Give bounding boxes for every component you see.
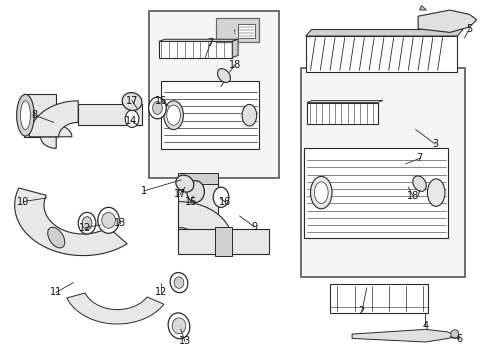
- Text: 16: 16: [155, 96, 167, 106]
- Bar: [161, 81, 259, 149]
- Polygon shape: [41, 125, 72, 148]
- Polygon shape: [306, 100, 382, 103]
- Text: 18: 18: [228, 60, 241, 70]
- Text: 10: 10: [17, 197, 30, 207]
- Polygon shape: [305, 30, 462, 36]
- Text: 4: 4: [422, 321, 427, 331]
- Ellipse shape: [450, 330, 458, 338]
- Ellipse shape: [213, 187, 228, 207]
- Text: 2: 2: [358, 306, 364, 316]
- Ellipse shape: [166, 105, 180, 125]
- Ellipse shape: [102, 212, 115, 228]
- Bar: [24, 94, 56, 137]
- Polygon shape: [67, 293, 163, 324]
- Ellipse shape: [174, 277, 183, 288]
- Bar: [149, 11, 278, 178]
- Bar: [178, 180, 217, 241]
- Text: 17: 17: [173, 189, 186, 199]
- Ellipse shape: [20, 101, 30, 130]
- Ellipse shape: [427, 179, 444, 206]
- Ellipse shape: [242, 104, 256, 126]
- Ellipse shape: [152, 102, 162, 114]
- Polygon shape: [351, 329, 459, 342]
- Bar: [304, 148, 447, 238]
- Ellipse shape: [17, 94, 34, 136]
- Text: 13: 13: [178, 336, 191, 346]
- Ellipse shape: [310, 176, 331, 209]
- Text: 8: 8: [31, 110, 37, 120]
- Polygon shape: [15, 188, 127, 256]
- Polygon shape: [417, 10, 476, 32]
- Text: 15: 15: [184, 197, 197, 207]
- Ellipse shape: [314, 182, 327, 203]
- Ellipse shape: [122, 93, 142, 111]
- Bar: [178, 229, 268, 254]
- Ellipse shape: [412, 176, 426, 192]
- Text: 7: 7: [207, 38, 213, 48]
- Bar: [237, 24, 255, 38]
- Bar: [329, 284, 427, 313]
- Ellipse shape: [48, 227, 64, 248]
- Bar: [305, 36, 456, 72]
- Polygon shape: [232, 39, 238, 58]
- Polygon shape: [222, 23, 246, 40]
- Polygon shape: [29, 101, 78, 137]
- Text: 9: 9: [251, 222, 257, 232]
- Ellipse shape: [176, 175, 193, 192]
- Ellipse shape: [168, 313, 189, 339]
- Ellipse shape: [163, 101, 183, 130]
- Bar: [300, 68, 464, 277]
- Ellipse shape: [170, 273, 187, 293]
- Ellipse shape: [172, 318, 185, 334]
- Polygon shape: [419, 5, 426, 10]
- Text: !: !: [232, 29, 235, 35]
- Ellipse shape: [125, 110, 139, 127]
- Text: 6: 6: [456, 334, 462, 344]
- Text: 11: 11: [50, 287, 62, 297]
- Ellipse shape: [98, 207, 119, 233]
- Bar: [78, 104, 142, 125]
- Text: 12: 12: [79, 222, 92, 233]
- Text: 16: 16: [218, 197, 231, 207]
- Bar: [159, 41, 232, 58]
- Text: 14: 14: [124, 116, 137, 126]
- Ellipse shape: [148, 97, 166, 119]
- Bar: [216, 18, 259, 42]
- Text: 1: 1: [141, 186, 147, 196]
- Ellipse shape: [78, 212, 96, 234]
- Bar: [306, 103, 377, 124]
- Polygon shape: [178, 202, 232, 241]
- Bar: [178, 173, 217, 184]
- Ellipse shape: [217, 69, 230, 82]
- Text: 12: 12: [155, 287, 167, 297]
- Text: 18: 18: [406, 191, 419, 201]
- Ellipse shape: [82, 217, 92, 230]
- Text: 7: 7: [416, 153, 422, 163]
- Text: 3: 3: [431, 139, 437, 149]
- Bar: [215, 227, 232, 256]
- Polygon shape: [159, 39, 238, 41]
- Text: 5: 5: [466, 24, 471, 34]
- Text: 17: 17: [125, 96, 138, 106]
- Text: 13: 13: [113, 218, 126, 228]
- Ellipse shape: [186, 181, 204, 202]
